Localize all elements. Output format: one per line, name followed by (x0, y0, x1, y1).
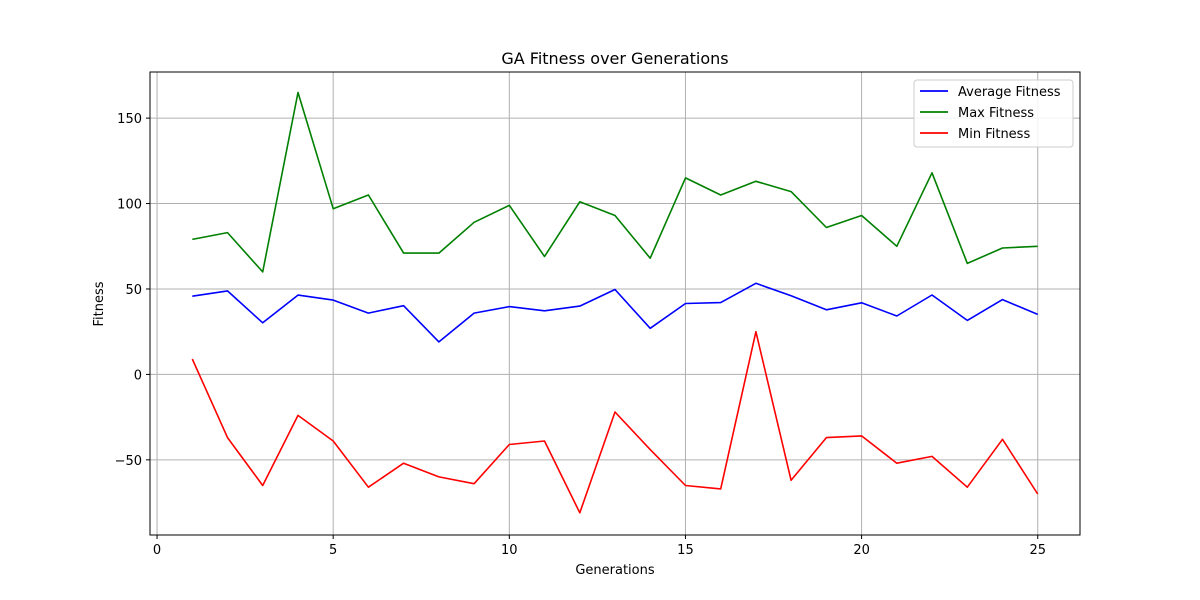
legend: Average Fitness Max Fitness Min Fitness (913, 79, 1074, 148)
y-tick-label: 50 (125, 283, 142, 298)
x-tick-label: 5 (329, 543, 337, 558)
series-line-average-fitness (192, 282, 1039, 343)
series-lines (191, 91, 1039, 514)
x-tick-label: 10 (501, 543, 518, 558)
legend-label-average-fitness: Average Fitness (958, 85, 1061, 100)
y-tick-label: −50 (115, 454, 142, 469)
x-tick-label: 0 (153, 543, 161, 558)
x-tick-label: 25 (1029, 543, 1046, 558)
y-axis-title: Fitness (92, 281, 107, 326)
plot-area-frame (149, 71, 1081, 536)
legend-label-max-fitness: Max Fitness (958, 106, 1034, 121)
y-tick-label: 100 (117, 198, 142, 213)
series-line-max-fitness (192, 91, 1038, 273)
x-axis-title: Generations (575, 563, 655, 578)
chart-title: GA Fitness over Generations (501, 49, 728, 68)
y-tick-label: 150 (117, 112, 142, 127)
x-tick-label: 20 (853, 543, 870, 558)
legend-box (913, 79, 1074, 148)
x-tick-label: 15 (677, 543, 694, 558)
series-line-min-fitness (191, 330, 1039, 514)
legend-label-min-fitness: Min Fitness (958, 127, 1030, 142)
axis-ticks: 0 5 10 15 20 25 −50 0 50 100 150 (115, 112, 1046, 558)
y-tick-label: 0 (134, 368, 142, 383)
